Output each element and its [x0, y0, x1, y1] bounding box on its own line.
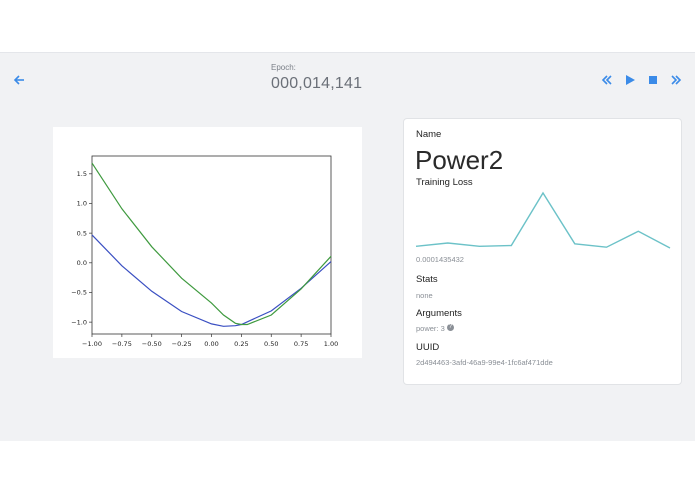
series-line-1 — [91, 234, 332, 327]
training-loss-sparkline — [415, 191, 671, 249]
x-tick-label: 0.00 — [204, 340, 218, 348]
y-tick-label: 0.0 — [77, 259, 87, 267]
y-tick-label: 0.5 — [77, 229, 87, 237]
loss-line — [415, 191, 671, 249]
x-tick-label: 0.50 — [264, 340, 278, 348]
x-tick-label: −0.50 — [142, 340, 162, 348]
y-tick-label: −1.0 — [71, 318, 87, 326]
stop-icon[interactable] — [646, 73, 660, 87]
y-tick-label: −0.5 — [71, 289, 87, 297]
y-tick-label: 1.5 — [77, 170, 87, 178]
training-loss-label: Training Loss — [416, 177, 473, 188]
uuid-label: UUID — [416, 342, 440, 353]
name-label: Name — [416, 129, 442, 140]
x-tick-label: −1.00 — [82, 340, 102, 348]
x-tick-label: −0.75 — [112, 340, 132, 348]
model-name: Power2 — [415, 145, 504, 175]
uuid-value: 2d494463-3afd-46a9-99e4-1fc6af471dde — [416, 358, 553, 367]
app-main: Epoch: 000,014,141 −1.00 −0.75 −0.50 −0.25 0… — [0, 52, 695, 441]
function-plot: −1.00 −0.75 −0.50 −0.25 0.00 0.25 0.50 0.75 1.00… — [71, 155, 338, 348]
function-plot-card: −1.00 −0.75 −0.50 −0.25 0.00 0.25 0.50 0.75 1.00… — [53, 127, 362, 358]
play-icon[interactable] — [623, 73, 637, 87]
x-tick-label: 0.75 — [294, 340, 308, 348]
x-tick-label: 0.25 — [234, 340, 248, 348]
stats-label: Stats — [416, 274, 438, 285]
arrow-left-icon[interactable] — [12, 73, 26, 87]
x-tick-label: −0.25 — [172, 340, 192, 348]
epoch-label: Epoch: — [271, 63, 296, 72]
model-info-card: Name Power2 Training Loss 0.0001435432 S… — [403, 118, 682, 385]
plot-frame — [91, 155, 332, 335]
help-icon[interactable]: ? — [446, 324, 454, 331]
x-tick-label: 1.00 — [324, 340, 338, 348]
series-line-2 — [91, 162, 332, 326]
stats-value: none — [416, 291, 433, 300]
arguments-value: power: 3? — [416, 324, 454, 333]
arguments-text: power: 3 — [416, 324, 445, 333]
arguments-label: Arguments — [416, 308, 462, 319]
double-chevron-right-icon[interactable] — [669, 73, 683, 87]
y-tick-label: 1.0 — [77, 200, 87, 208]
epoch-display: Epoch: 000,014,141 — [271, 63, 362, 93]
double-chevron-left-icon[interactable] — [600, 73, 614, 87]
training-loss-value: 0.0001435432 — [416, 255, 464, 264]
epoch-value: 000,014,141 — [271, 75, 363, 92]
playback-controls — [600, 73, 683, 87]
